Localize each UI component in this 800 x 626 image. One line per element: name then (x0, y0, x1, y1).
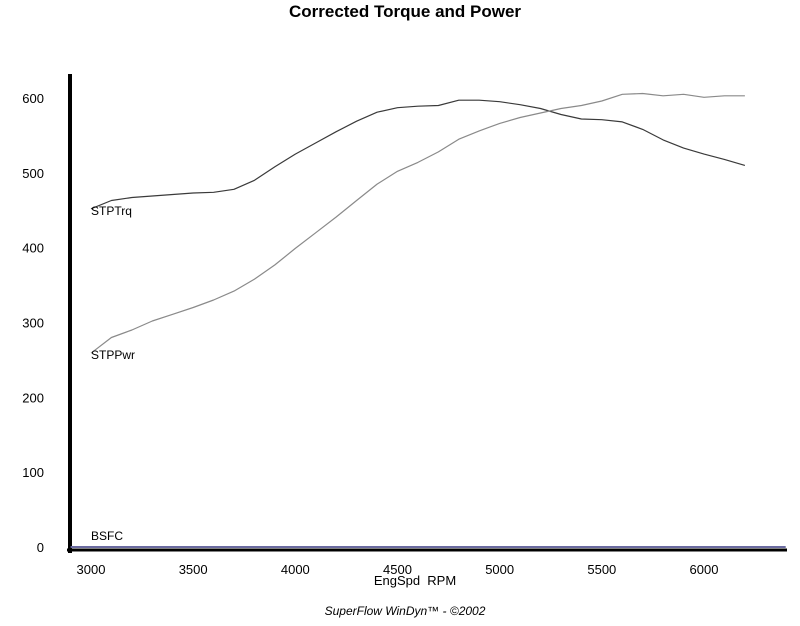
footer-credit: SuperFlow WinDyn™ - ©2002 (324, 604, 486, 618)
x-tick-label: 3500 (179, 562, 208, 577)
x-tick-labels: 3000 3500 4000 4500 5000 5500 6000 (77, 562, 719, 577)
series-line-stptrq (90, 99, 746, 210)
x-tick-label: 4500 (383, 562, 412, 577)
x-tick-label: 3000 (77, 562, 106, 577)
y-tick-label: 300 (22, 316, 44, 331)
y-tick-label: 600 (22, 91, 44, 106)
series-lines (70, 92, 786, 548)
x-axis-label: EngSpd RPM (374, 573, 456, 588)
y-tick-label: 400 (22, 241, 44, 256)
series-line-stppwr (90, 92, 745, 354)
y-tick-labels: 0 100 200 300 400 500 600 (22, 91, 44, 555)
y-tick-label: 500 (22, 166, 44, 181)
series-label-stptrq: STPTrq (91, 204, 132, 218)
y-tick-label: 100 (22, 465, 44, 480)
series-labels: STPTrq STPPwr BSFC (91, 204, 135, 543)
x-tick-label: 4000 (281, 562, 310, 577)
x-tick-label: 5500 (587, 562, 616, 577)
x-tick-label: 6000 (690, 562, 719, 577)
y-tick-label: 0 (37, 540, 44, 555)
series-label-stppwr: STPPwr (91, 348, 135, 362)
series-label-bsfc: BSFC (91, 529, 123, 543)
y-tick-label: 200 (22, 390, 44, 405)
chart-title: Corrected Torque and Power (288, 2, 522, 21)
x-tick-label: 5000 (485, 562, 514, 577)
